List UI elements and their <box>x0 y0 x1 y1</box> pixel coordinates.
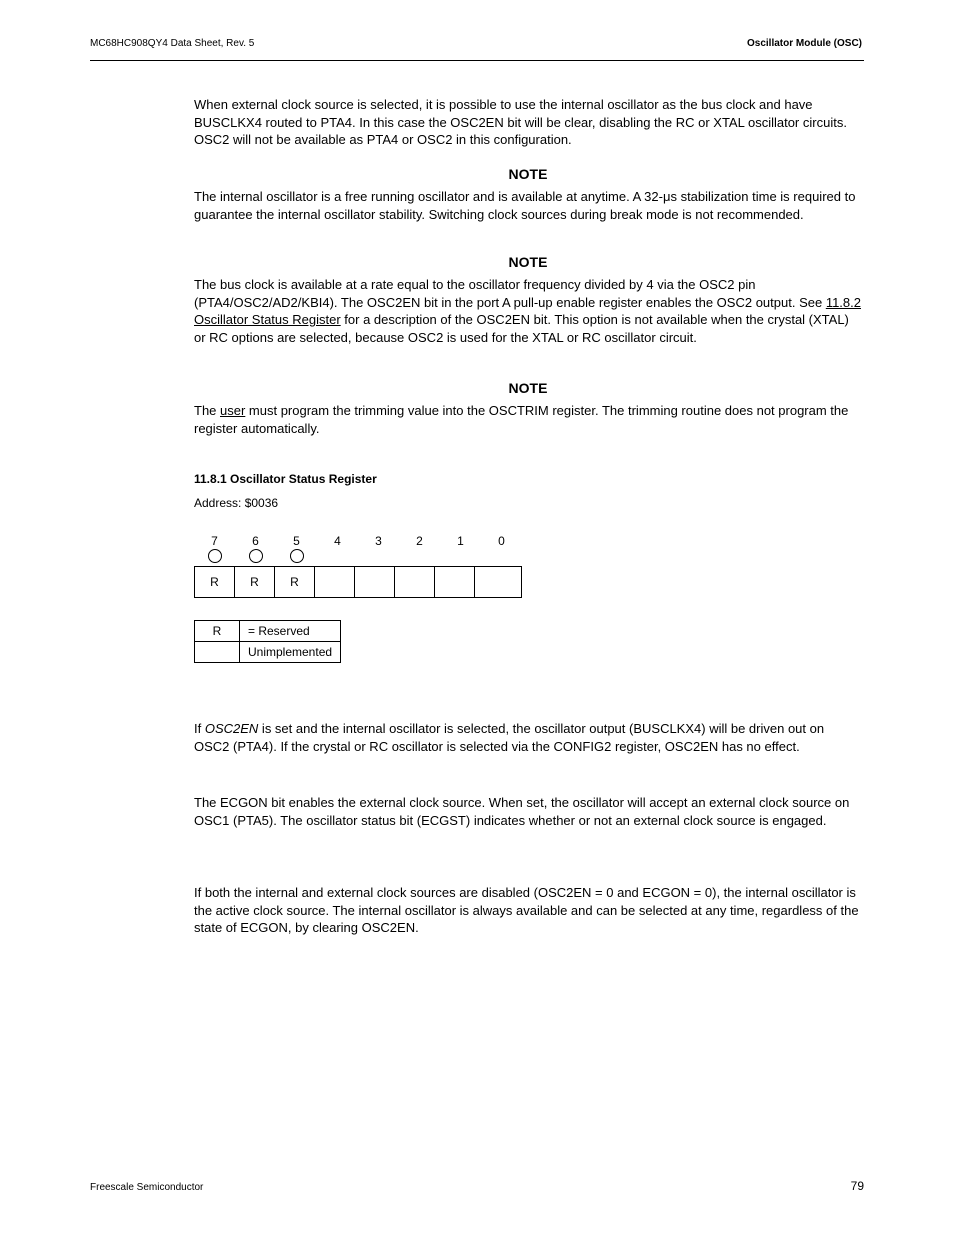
bit-cell: R <box>195 567 235 597</box>
note-body: The bus clock is available at a rate equ… <box>194 276 862 346</box>
circle-row <box>194 548 522 564</box>
register-heading: 11.8.1 Oscillator Status Register <box>194 472 377 486</box>
bit-box-row: R R R <box>194 566 522 598</box>
bit-number-row: 7 6 5 4 3 2 1 0 <box>194 534 522 548</box>
legend-cell <box>195 642 240 663</box>
bit-cell <box>475 567 515 597</box>
bit-num: 6 <box>235 534 276 548</box>
p1-post: is set and the internal oscillator is se… <box>194 721 824 754</box>
note3-underline: user <box>220 403 245 418</box>
bit-cell: R <box>235 567 275 597</box>
header-left-text: MC68HC908QY4 Data Sheet, Rev. 5 <box>90 38 254 49</box>
paragraph-2: The ECGON bit enables the external clock… <box>194 794 862 829</box>
intro-paragraph: When external clock source is selected, … <box>194 96 862 149</box>
bit-num: 7 <box>194 534 235 548</box>
page-root: MC68HC908QY4 Data Sheet, Rev. 5 Oscillat… <box>0 0 954 1235</box>
paragraph-3: If both the internal and external clock … <box>194 884 862 937</box>
paragraph-1: If OSC2EN is set and the internal oscill… <box>194 720 862 755</box>
note-label: NOTE <box>194 380 862 396</box>
note-block-3: NOTE The user must program the trimming … <box>194 380 862 437</box>
note-label: NOTE <box>194 254 862 270</box>
legend-cell: Unimplemented <box>240 642 341 663</box>
note-block-1: NOTE The internal oscillator is a free r… <box>194 166 862 223</box>
register-addr: Address: $0036 <box>194 496 278 510</box>
note-label: NOTE <box>194 166 862 182</box>
reserved-circle-icon <box>208 549 222 563</box>
footer-left: Freescale Semiconductor <box>90 1182 203 1193</box>
reserved-circle-icon <box>249 549 263 563</box>
bit-cell: R <box>275 567 315 597</box>
bit-num: 4 <box>317 534 358 548</box>
bit-cell <box>355 567 395 597</box>
bit-num: 0 <box>481 534 522 548</box>
note-block-2: NOTE The bus clock is available at a rat… <box>194 254 862 346</box>
p1-italic: OSC2EN <box>205 721 258 736</box>
legend-table: R = Reserved Unimplemented <box>194 620 341 663</box>
reserved-circle-icon <box>290 549 304 563</box>
note3-post: must program the trimming value into the… <box>194 403 848 436</box>
bit-num: 3 <box>358 534 399 548</box>
header-right-text: Oscillator Module (OSC) <box>747 38 862 49</box>
bit-cell <box>315 567 355 597</box>
bit-cell <box>395 567 435 597</box>
bit-diagram: 7 6 5 4 3 2 1 0 R R R <box>194 534 522 598</box>
bit-num: 5 <box>276 534 317 548</box>
footer-page-number: 79 <box>851 1179 864 1193</box>
p1-pre: If <box>194 721 205 736</box>
header-rule <box>90 60 864 61</box>
note3-pre: The <box>194 403 220 418</box>
bit-num: 2 <box>399 534 440 548</box>
note-body: The internal oscillator is a free runnin… <box>194 188 862 223</box>
legend-cell: R <box>195 621 240 642</box>
note2-pre: The bus clock is available at a rate equ… <box>194 277 826 310</box>
note-body: The user must program the trimming value… <box>194 402 862 437</box>
bit-cell <box>435 567 475 597</box>
legend-cell: = Reserved <box>240 621 341 642</box>
bit-num: 1 <box>440 534 481 548</box>
